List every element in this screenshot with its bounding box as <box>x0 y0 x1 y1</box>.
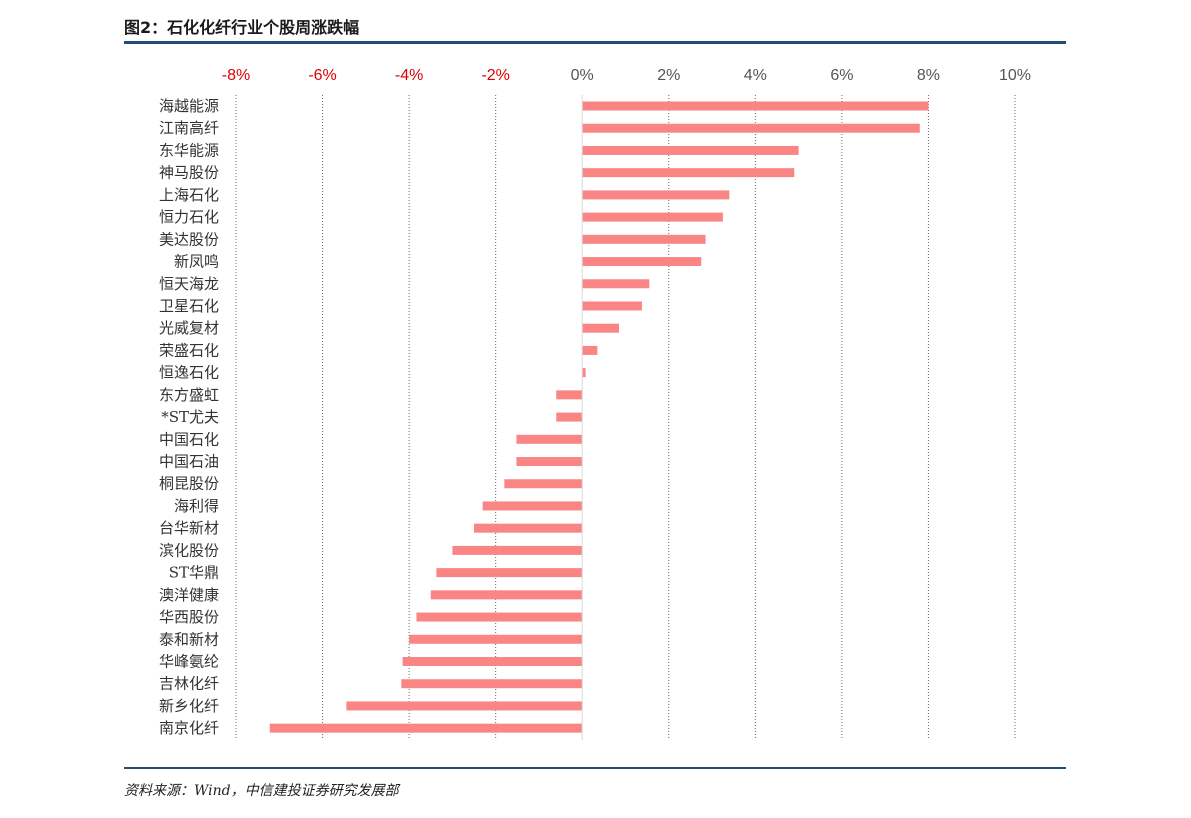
bar <box>582 345 598 355</box>
x-tick-label: -4% <box>395 67 423 84</box>
bar <box>582 123 920 133</box>
category-label: 桐昆股份 <box>159 475 219 493</box>
bar <box>436 568 583 578</box>
category-label: 中国石化 <box>159 430 219 448</box>
bar <box>582 190 730 200</box>
bar <box>516 457 583 467</box>
grid-lines <box>235 95 1016 740</box>
category-label: 荣盛石化 <box>159 341 219 359</box>
category-label: 吉林化纤 <box>159 675 219 693</box>
category-label: 澳洋健康 <box>159 586 219 604</box>
category-label: 光威复材 <box>159 319 219 337</box>
x-tick-label: 4% <box>744 67 767 84</box>
x-tick-label: -2% <box>481 67 509 84</box>
bar <box>556 390 583 400</box>
bar <box>482 501 583 511</box>
x-tick-label: 2% <box>657 67 680 84</box>
source-note: 资料来源：Wind，中信建投证券研究发展部 <box>124 783 399 799</box>
bar <box>582 168 795 178</box>
figure-title: 图2：石化化纤行业个股周涨跌幅 <box>124 18 360 37</box>
category-label: 恒天海龙 <box>159 275 219 293</box>
x-tick-label: 8% <box>917 67 940 84</box>
category-label: 东方盛虹 <box>159 386 219 404</box>
category-label: 恒逸石化 <box>159 364 219 382</box>
category-label: 恒力石化 <box>159 208 219 226</box>
bar <box>346 701 583 711</box>
category-label: 华峰氨纶 <box>159 653 219 671</box>
bar <box>582 301 642 311</box>
category-label: ST华鼎 <box>169 564 219 582</box>
bar <box>401 679 583 689</box>
category-labels: 海越能源江南高纤东华能源神马股份上海石化恒力石化美达股份新凤鸣恒天海龙卫星石化光… <box>159 97 219 737</box>
bar <box>474 523 583 533</box>
bar <box>416 612 583 622</box>
category-label: 中国石油 <box>159 453 219 471</box>
category-label: 神马股份 <box>159 164 219 182</box>
x-tick-label: -6% <box>308 67 336 84</box>
x-axis-ticks: -8% -6% -4% -2% 0% 2% 4% 6% 8% 10% <box>222 67 1031 84</box>
category-label: 华西股份 <box>159 608 219 626</box>
bar <box>582 234 706 244</box>
category-label: 滨化股份 <box>159 541 219 559</box>
category-label: 新凤鸣 <box>174 253 219 271</box>
bars <box>269 101 929 733</box>
bar <box>409 634 583 644</box>
bar <box>582 101 929 111</box>
category-label: *ST尤夫 <box>161 408 219 426</box>
category-label: 新乡化纤 <box>159 697 219 715</box>
category-label: 台华新材 <box>159 519 219 537</box>
bar <box>582 368 586 378</box>
category-label: 江南高纤 <box>159 119 219 137</box>
category-label: 上海石化 <box>159 186 219 204</box>
bar <box>582 323 620 333</box>
top-rule <box>124 41 1066 44</box>
bar <box>582 279 650 289</box>
bar <box>452 545 583 555</box>
category-label: 海利得 <box>174 497 219 515</box>
bar <box>582 257 702 267</box>
category-label: 美达股份 <box>159 230 219 248</box>
category-label: 南京化纤 <box>159 719 219 737</box>
bar <box>582 212 723 222</box>
x-tick-label: 6% <box>830 67 853 84</box>
bar <box>269 723 583 733</box>
x-tick-label: 10% <box>999 67 1031 84</box>
category-label: 东华能源 <box>159 141 219 159</box>
category-label: 海越能源 <box>159 97 219 115</box>
category-label: 泰和新材 <box>159 630 219 648</box>
x-tick-label: 0% <box>571 67 594 84</box>
x-tick-label: -8% <box>222 67 250 84</box>
bar <box>402 657 583 666</box>
bar <box>516 434 583 444</box>
bar <box>582 145 799 155</box>
bar <box>556 412 583 422</box>
bar <box>504 479 583 489</box>
bottom-rule <box>124 767 1066 769</box>
bar <box>430 590 583 600</box>
category-label: 卫星石化 <box>159 297 219 315</box>
